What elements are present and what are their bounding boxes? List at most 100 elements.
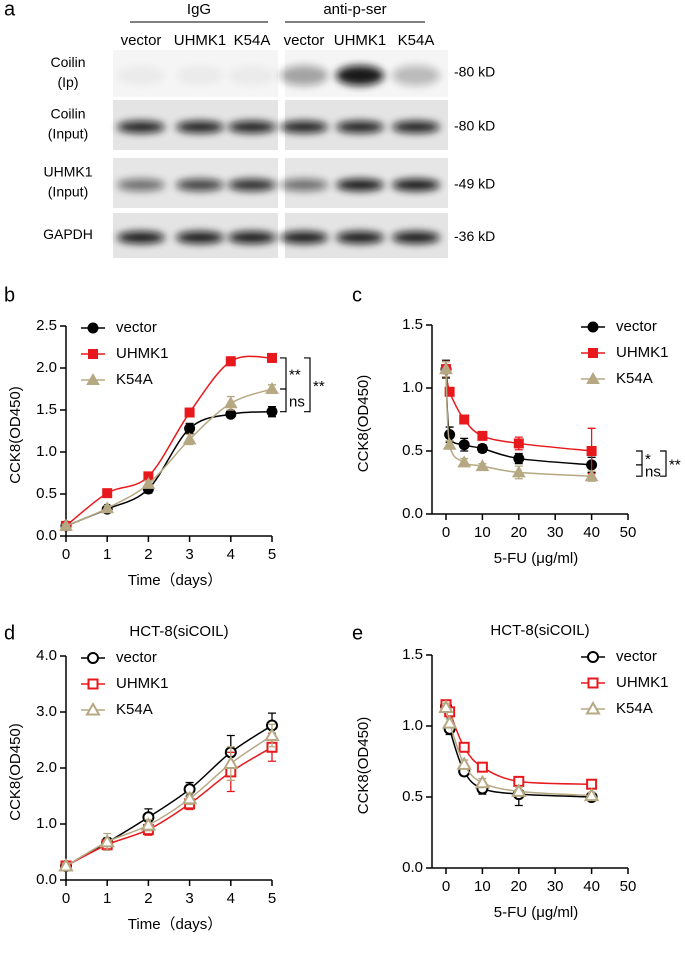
y-tick-label: 3.0 xyxy=(36,703,57,720)
marker xyxy=(266,406,278,418)
x-tick-label: 50 xyxy=(620,524,637,541)
legend-label: vector xyxy=(116,319,157,336)
legend-label: UHMK1 xyxy=(616,344,669,361)
marker xyxy=(583,787,600,802)
blot-band xyxy=(280,65,328,86)
x-tick-label: 2 xyxy=(144,890,152,907)
panel-letter: c xyxy=(352,284,362,306)
y-tick-label: 0.5 xyxy=(402,442,423,459)
chart-title: HCT-8(siCOIL) xyxy=(129,623,228,640)
legend-label: K54A xyxy=(116,701,153,718)
row-label: Coilin xyxy=(50,106,85,122)
marker xyxy=(457,455,472,468)
x-tick-label: 30 xyxy=(547,878,564,895)
marker xyxy=(59,518,73,531)
x-tick-label: 30 xyxy=(547,524,564,541)
y-tick-label: 1.5 xyxy=(402,646,423,663)
x-tick-label: 3 xyxy=(185,890,193,907)
y-tick-label: 2.0 xyxy=(36,759,57,776)
blot-band xyxy=(392,121,440,133)
legend-label: UHMK1 xyxy=(616,674,669,691)
blot-band xyxy=(228,231,276,244)
row-label: UHMK1 xyxy=(43,164,92,180)
x-tick-label: 0 xyxy=(62,890,70,907)
x-tick-label: 5 xyxy=(268,890,276,907)
significance-label: ns xyxy=(645,463,661,480)
blot-band xyxy=(336,179,384,191)
marker xyxy=(225,356,236,367)
x-tick-label: 1 xyxy=(103,546,111,563)
marker xyxy=(182,432,197,445)
marker xyxy=(511,465,526,478)
size-label: -49 kD xyxy=(454,176,495,192)
legend-label: vector xyxy=(616,318,657,335)
y-tick-label: 1.0 xyxy=(36,815,57,832)
legend-label: UHMK1 xyxy=(116,675,169,692)
row-label: Coilin xyxy=(50,54,85,70)
x-axis-label: 5-FU (μg/ml) xyxy=(494,550,578,567)
marker xyxy=(184,407,195,418)
size-label: -36 kD xyxy=(454,228,495,244)
significance-label: ** xyxy=(289,366,301,383)
bracket xyxy=(304,357,311,413)
blot-band xyxy=(336,65,384,86)
x-tick-label: 10 xyxy=(474,878,491,895)
marker xyxy=(587,677,599,689)
row-label: (Ip) xyxy=(58,74,79,90)
x-tick-label: 2 xyxy=(144,546,152,563)
blot-band xyxy=(392,65,440,86)
marker xyxy=(100,501,115,514)
y-tick-label: 1.5 xyxy=(36,401,57,418)
x-tick-label: 0 xyxy=(62,546,70,563)
marker xyxy=(513,438,524,449)
marker xyxy=(87,678,99,690)
panel-letter: b xyxy=(4,284,15,306)
x-tick-label: 5 xyxy=(268,546,276,563)
x-tick-label: 0 xyxy=(442,878,450,895)
marker xyxy=(476,442,488,454)
marker xyxy=(225,408,237,420)
panel-letter: d xyxy=(4,622,15,644)
blot-band xyxy=(117,121,165,133)
bracket xyxy=(636,450,643,477)
x-tick-label: 0 xyxy=(442,524,450,541)
lane-label: K54A xyxy=(234,32,271,49)
x-tick-label: 50 xyxy=(620,878,637,895)
blot-band xyxy=(280,179,328,191)
fit-line xyxy=(65,410,273,527)
y-tick-label: 0.0 xyxy=(36,871,57,888)
marker xyxy=(99,833,115,848)
marker xyxy=(223,755,239,770)
y-tick-label: 1.5 xyxy=(402,316,423,333)
blot-band xyxy=(336,121,384,133)
lane-label: vector xyxy=(284,32,325,49)
blot-band xyxy=(176,121,224,133)
y-tick-label: 1.0 xyxy=(402,717,423,734)
marker xyxy=(88,349,98,359)
marker xyxy=(586,371,600,384)
y-axis-label: CCK8(OD450) xyxy=(7,386,24,484)
blot-band xyxy=(280,231,328,244)
blot-band xyxy=(176,65,224,86)
blot-band xyxy=(228,179,276,191)
lane-label: vector xyxy=(121,32,162,49)
marker xyxy=(458,439,470,451)
y-tick-label: 0.5 xyxy=(402,788,423,805)
marker xyxy=(267,352,277,363)
y-tick-label: 0.0 xyxy=(402,859,423,876)
panel-letter: a xyxy=(4,0,16,20)
x-tick-label: 4 xyxy=(227,890,235,907)
row-label: (Input) xyxy=(48,184,88,200)
blot-band xyxy=(117,179,165,191)
marker xyxy=(584,469,599,482)
x-tick-label: 10 xyxy=(474,524,491,541)
marker xyxy=(588,348,598,358)
marker xyxy=(587,651,599,663)
lane-label: UHMK1 xyxy=(174,32,227,49)
marker xyxy=(477,430,488,441)
significance-label: * xyxy=(645,451,651,468)
legend-label: UHMK1 xyxy=(116,345,169,362)
size-label: -80 kD xyxy=(454,64,495,80)
y-tick-label: 1.0 xyxy=(402,379,423,396)
y-tick-label: 2.5 xyxy=(36,317,57,334)
